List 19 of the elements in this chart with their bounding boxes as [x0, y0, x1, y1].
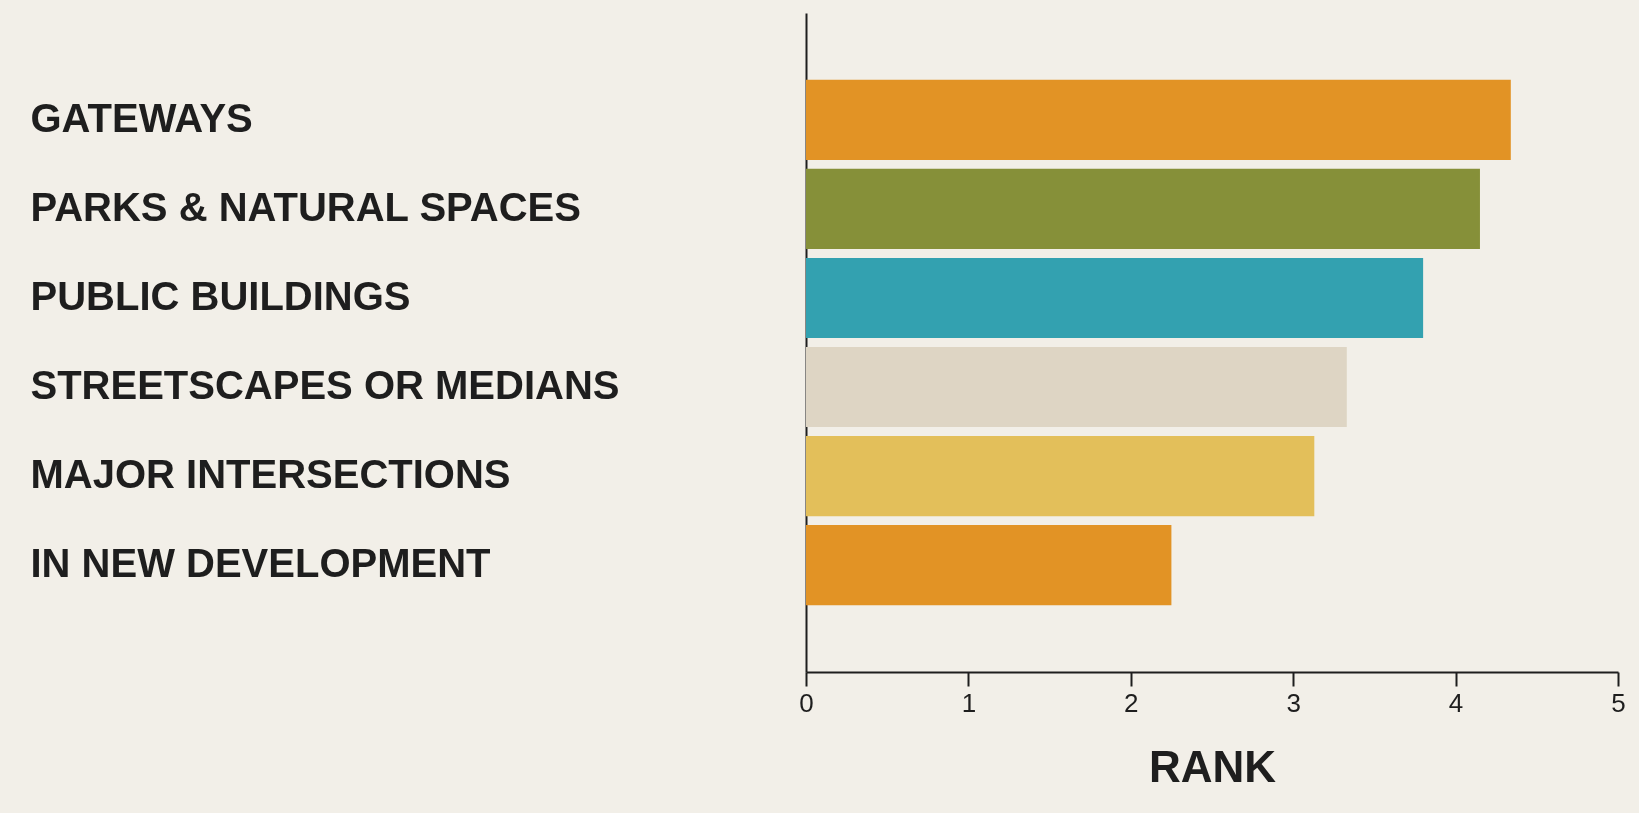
bar: [806, 79, 1511, 160]
x-tick-label: 4: [1448, 687, 1464, 718]
x-tick-label: 1: [961, 687, 977, 718]
bar: [806, 168, 1480, 249]
bar: [806, 525, 1172, 606]
y-tick-label: PARKS & NATURAL SPACES: [30, 184, 581, 229]
bar: [806, 346, 1347, 428]
x-tick-label: 2: [1124, 687, 1139, 718]
x-tick-label: 5: [1611, 687, 1626, 718]
y-tick-label: IN NEW DEVELOPMENT: [30, 541, 491, 586]
x-axis-title: RANK: [1148, 741, 1277, 791]
bar: [806, 257, 1424, 339]
y-tick-label: GATEWAYS: [30, 95, 253, 140]
y-tick-label: PUBLIC BUILDINGS: [30, 273, 411, 318]
y-tick-label: MAJOR INTERSECTIONS: [30, 452, 511, 497]
bar: [806, 436, 1315, 517]
x-tick-label: 3: [1286, 687, 1301, 718]
x-tick-label: 0: [799, 687, 814, 718]
y-tick-label: STREETSCAPES OR MEDIANS: [30, 363, 620, 408]
